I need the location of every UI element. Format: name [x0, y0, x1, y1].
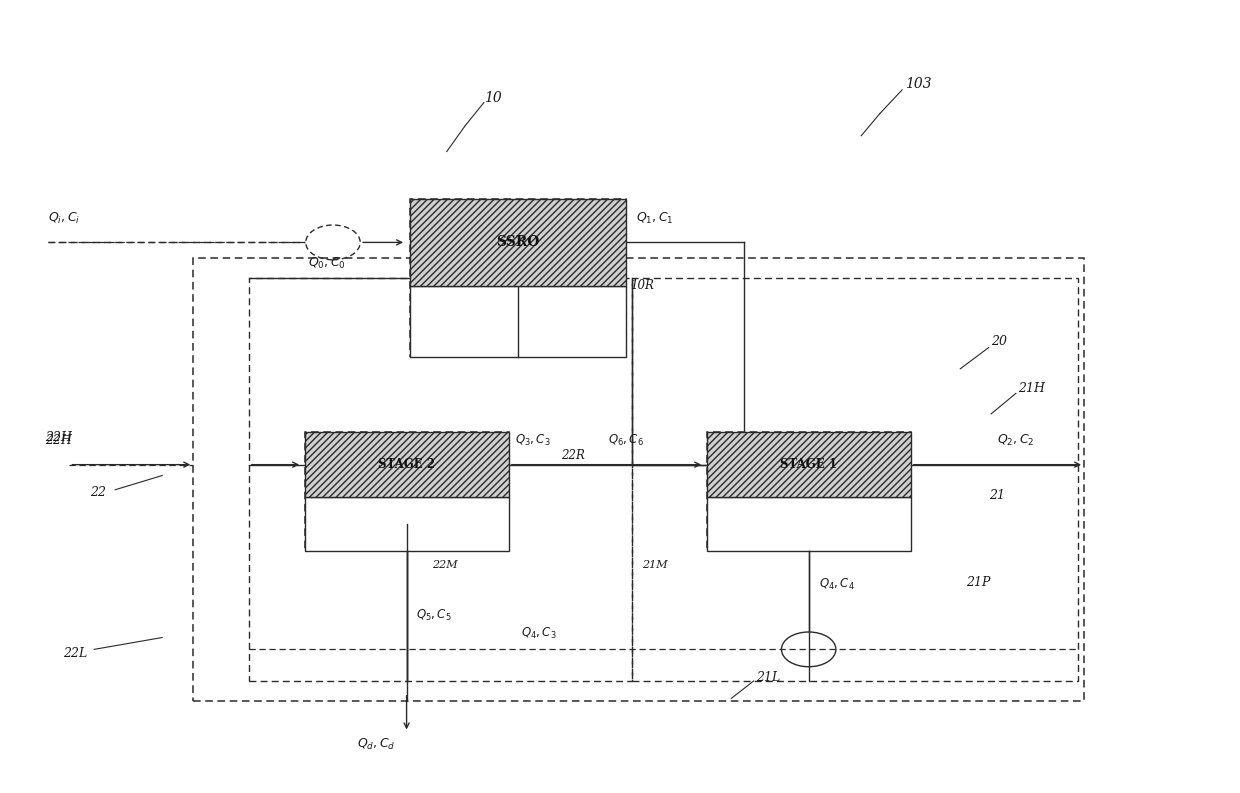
- Bar: [249, 278, 632, 681]
- Text: $Q_{d}, C_{d}$: $Q_{d}, C_{d}$: [357, 737, 396, 752]
- Bar: [707, 432, 910, 497]
- Text: $Q_{5}, C_{5}$: $Q_{5}, C_{5}$: [417, 608, 453, 623]
- Text: SSRO: SSRO: [496, 236, 539, 250]
- Bar: [193, 259, 1084, 701]
- Text: 21L: 21L: [756, 671, 780, 684]
- Bar: [707, 497, 910, 550]
- Text: 103: 103: [904, 78, 931, 91]
- Bar: [409, 199, 626, 285]
- Text: STAGE 1: STAGE 1: [780, 458, 837, 471]
- Text: 21P: 21P: [966, 576, 991, 588]
- Text: 22: 22: [91, 486, 107, 500]
- Text: $Q_{6}, C_{6}$: $Q_{6}, C_{6}$: [608, 434, 644, 449]
- Bar: [707, 432, 910, 550]
- Text: 22H: 22H: [45, 431, 72, 444]
- Text: $Q_{2}, C_{2}$: $Q_{2}, C_{2}$: [997, 434, 1035, 449]
- Text: $Q_{4}, C_{4}$: $Q_{4}, C_{4}$: [818, 577, 854, 592]
- Text: 10R: 10R: [630, 279, 653, 293]
- Text: 20: 20: [991, 335, 1007, 347]
- Text: STAGE 2: STAGE 2: [378, 458, 435, 471]
- Text: 21H: 21H: [1018, 382, 1045, 395]
- Bar: [632, 278, 1078, 681]
- Bar: [305, 432, 508, 550]
- Text: $Q_{0}, C_{0}$: $Q_{0}, C_{0}$: [309, 256, 346, 271]
- Bar: [409, 199, 626, 357]
- Bar: [305, 432, 508, 497]
- Text: 21M: 21M: [642, 560, 668, 570]
- Text: $Q_{4}, C_{3}$: $Q_{4}, C_{3}$: [521, 626, 557, 641]
- Text: 10: 10: [484, 90, 502, 105]
- Text: 21: 21: [988, 488, 1004, 502]
- Text: 22R: 22R: [560, 449, 584, 462]
- Text: $Q_{1}, C_{1}$: $Q_{1}, C_{1}$: [636, 211, 673, 226]
- Text: 22M: 22M: [432, 560, 458, 570]
- Text: 22L: 22L: [63, 647, 88, 660]
- Text: $Q_{i}, C_{i}$: $Q_{i}, C_{i}$: [48, 211, 81, 226]
- Bar: [409, 285, 626, 357]
- Bar: [305, 497, 508, 550]
- Text: 22H: 22H: [45, 435, 72, 447]
- Text: $Q_{3}, C_{3}$: $Q_{3}, C_{3}$: [515, 434, 551, 449]
